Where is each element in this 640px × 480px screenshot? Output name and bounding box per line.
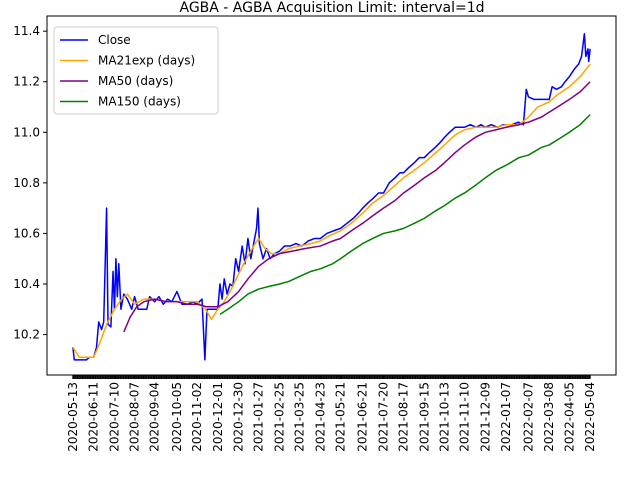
x-tick-label: 2020-09-04 xyxy=(148,382,162,452)
x-tick-label: 2020-08-07 xyxy=(128,382,142,452)
x-tick-label: 2021-12-09 xyxy=(478,382,492,452)
x-tick-label: 2020-12-01 xyxy=(211,382,225,452)
y-tick-label: 11.2 xyxy=(13,75,40,89)
x-tick-label: 2021-05-21 xyxy=(333,382,347,452)
y-axis-ticks: 10.2 10.4 10.6 10.8 11.0 11.2 11.4 xyxy=(13,24,47,342)
legend-label: MA150 (days) xyxy=(98,95,181,109)
x-tick-label: 2021-09-15 xyxy=(417,382,431,452)
x-tick-label: 2022-03-08 xyxy=(542,382,556,452)
y-tick-label: 10.4 xyxy=(13,277,40,291)
y-tick-label: 11.0 xyxy=(13,125,40,139)
x-tick-label: 2022-01-07 xyxy=(499,382,513,452)
x-tick-label: 2020-11-02 xyxy=(190,382,204,452)
legend-label: MA50 (days) xyxy=(98,74,173,88)
series-line-ma150-days xyxy=(219,114,591,315)
x-tick-label: 2021-08-17 xyxy=(397,382,411,452)
y-tick-label: 10.2 xyxy=(13,328,40,342)
x-tick-label: 2020-10-05 xyxy=(170,382,184,452)
x-tick-label: 2021-04-23 xyxy=(313,382,327,452)
series-line-ma50-days xyxy=(123,81,591,333)
x-tick-label: 2020-12-30 xyxy=(232,382,246,452)
legend-label: Close xyxy=(98,33,131,47)
y-tick-label: 10.6 xyxy=(13,226,40,240)
x-axis-ticks: 2020-05-13 2020-06-11 2020-07-10 2020-08-07… xyxy=(66,375,597,452)
x-tick-label: 2021-11-10 xyxy=(458,382,472,452)
series-layer xyxy=(72,32,591,361)
x-tick-label: 2021-03-25 xyxy=(293,382,307,452)
series-line-ma21exp-days xyxy=(72,63,591,359)
y-tick-label: 10.8 xyxy=(13,176,40,190)
x-tick-label: 2021-07-20 xyxy=(377,382,391,452)
x-tick-label: 2021-06-21 xyxy=(356,382,370,452)
x-tick-label: 2021-10-13 xyxy=(437,382,451,452)
x-tick-label: 2022-02-07 xyxy=(521,382,535,452)
chart-title: AGBA - AGBA Acquisition Limit: interval=… xyxy=(179,0,484,16)
x-tick-label: 2022-05-04 xyxy=(583,382,597,452)
x-tick-label: 2020-05-13 xyxy=(66,382,80,452)
legend-label: MA21exp (days) xyxy=(98,54,195,68)
x-tick-label: 2020-06-11 xyxy=(87,382,101,452)
x-tick-label: 2020-07-10 xyxy=(107,382,121,452)
x-tick-label: 2021-02-25 xyxy=(272,382,286,452)
legend-box xyxy=(53,26,219,115)
x-tick-label: 2022-04-05 xyxy=(562,382,576,452)
plot-frame xyxy=(46,15,617,376)
y-tick-label: 11.4 xyxy=(13,24,40,38)
x-tick-label: 2021-01-27 xyxy=(252,382,266,452)
legend: Close MA21exp (days) MA50 (days) MA150 (day… xyxy=(53,26,219,115)
